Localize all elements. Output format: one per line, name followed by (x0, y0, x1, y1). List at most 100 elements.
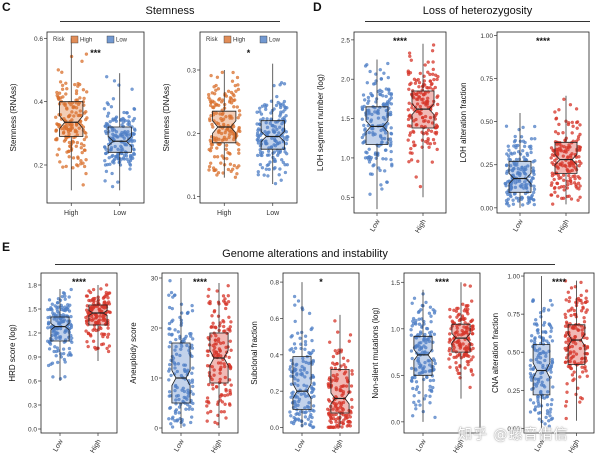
data-point (431, 357, 436, 361)
data-point (65, 107, 69, 111)
data-point (275, 127, 279, 132)
data-point (288, 348, 292, 352)
data-point (347, 413, 351, 417)
legend-swatch (223, 35, 232, 44)
data-point (58, 377, 63, 381)
data-point (312, 409, 316, 413)
data-point (170, 417, 174, 421)
data-point (186, 388, 190, 392)
data-point (544, 415, 548, 420)
data-point (537, 402, 541, 406)
data-point (90, 297, 95, 302)
data-point (185, 311, 190, 315)
data-point (364, 150, 368, 154)
data-point (534, 405, 538, 409)
data-point (414, 175, 418, 179)
data-point (565, 382, 569, 386)
data-point (103, 159, 107, 163)
x-tick-label: Low (173, 438, 186, 453)
data-point (284, 141, 288, 146)
data-point (577, 155, 581, 159)
x-tick-label: Low (415, 438, 428, 453)
data-point (80, 150, 84, 155)
data-point (256, 170, 260, 174)
data-point (206, 336, 210, 340)
data-point (119, 134, 123, 138)
data-point (104, 151, 108, 156)
data-point (331, 361, 335, 365)
data-point (224, 387, 228, 392)
data-point (335, 373, 339, 377)
data-point (580, 397, 584, 401)
data-point (558, 162, 562, 166)
data-point (258, 133, 263, 137)
data-point (370, 172, 374, 176)
plot-frame (403, 272, 481, 434)
data-point (407, 160, 411, 164)
data-point (233, 175, 238, 179)
data-point (386, 75, 390, 80)
y-tick-label: 0.3 (28, 403, 37, 410)
data-point (298, 336, 302, 340)
data-point (309, 423, 313, 428)
data-point (380, 187, 384, 191)
data-point (64, 81, 68, 85)
data-point (583, 300, 588, 304)
data-point (331, 373, 336, 378)
legend-title: Risk (206, 37, 219, 43)
data-point (61, 291, 66, 295)
jitter-points (54, 52, 89, 187)
y-tick-label: 1.0 (341, 155, 350, 162)
data-point (432, 77, 436, 82)
data-point (173, 411, 178, 415)
data-point (280, 134, 284, 138)
data-point (47, 298, 52, 302)
data-point (455, 306, 459, 311)
data-point (223, 375, 227, 380)
data-point (534, 357, 538, 362)
data-point (189, 420, 193, 425)
data-point (190, 303, 194, 308)
data-point (55, 90, 59, 95)
data-point (278, 167, 282, 171)
data-point (577, 187, 581, 191)
data-point (346, 359, 350, 363)
y-tick-label: 0.25 (507, 388, 520, 395)
data-point (409, 58, 413, 62)
data-point (293, 400, 297, 404)
data-point (535, 328, 540, 333)
data-point (277, 131, 281, 135)
data-point (112, 128, 116, 132)
box-low (171, 342, 191, 404)
data-point (215, 173, 219, 177)
data-point (574, 184, 578, 189)
data-point (417, 317, 421, 321)
data-point (256, 141, 261, 145)
data-point (361, 93, 366, 97)
data-point (225, 156, 229, 161)
data-point (176, 393, 180, 398)
watermark-text: 知乎 @螺音借信 (458, 427, 569, 443)
data-point (505, 152, 509, 156)
y-tick-label: 1.5 (28, 307, 37, 314)
data-point (426, 60, 430, 64)
data-point (505, 169, 509, 174)
data-point (303, 334, 308, 338)
data-point (561, 196, 566, 200)
data-point (222, 135, 227, 140)
data-point (425, 102, 430, 106)
data-point (420, 138, 425, 142)
data-point (579, 280, 583, 285)
data-point (563, 279, 568, 283)
data-point (167, 369, 171, 373)
data-point (295, 411, 300, 416)
x-tick-label: Low (266, 210, 280, 217)
y-tick-label: 0.50 (507, 350, 520, 357)
data-point (565, 390, 569, 394)
section-rule-loh (365, 21, 590, 22)
data-point (187, 407, 191, 411)
y-tick-label: 20 (151, 326, 159, 333)
data-point (420, 115, 425, 120)
data-point (222, 106, 227, 110)
data-point (229, 101, 234, 105)
